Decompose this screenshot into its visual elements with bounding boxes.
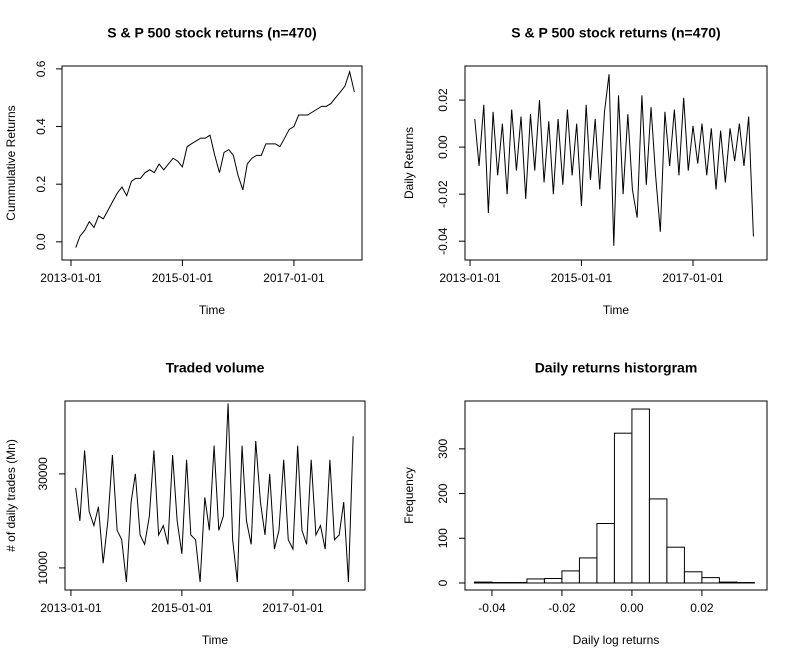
- histogram-bar: [543, 578, 563, 584]
- plot-frame: [64, 400, 366, 591]
- y-tick-label: -0.04: [436, 227, 450, 255]
- histogram-bar: [613, 432, 633, 584]
- x-axis-label: Time: [603, 303, 630, 317]
- series-line: [75, 69, 355, 248]
- y-axis-label: Cummulative Returns: [4, 105, 18, 220]
- x-axis-label: Time: [199, 303, 226, 317]
- x-tick-label: 2017-01-01: [263, 271, 325, 285]
- histogram-bar: [526, 578, 545, 584]
- y-tick-label: -0.02: [436, 180, 450, 208]
- histogram-bar: [648, 498, 668, 584]
- x-tick-label: 2013-01-01: [40, 601, 102, 615]
- plot-frame: [61, 65, 363, 261]
- histogram-bar: [561, 570, 580, 584]
- x-tick-label: 2015-01-01: [152, 271, 214, 285]
- y-tick-label: 0.0: [34, 233, 48, 250]
- histogram-bar: [683, 571, 703, 584]
- y-axis-label: Frequency: [402, 467, 416, 524]
- series-line: [75, 403, 354, 583]
- histogram-bar: [578, 557, 598, 584]
- x-tick-label: 2013-01-01: [439, 271, 501, 285]
- histogram-bar: [631, 408, 650, 584]
- y-tick-label: 0.00: [436, 135, 450, 159]
- x-tick-label: 2015-01-01: [151, 601, 213, 615]
- chart-title: Daily returns historgram: [535, 360, 698, 376]
- histogram-bar: [473, 581, 493, 584]
- y-tick-label: 0: [436, 579, 450, 586]
- y-tick-label: 100: [436, 528, 450, 548]
- chart-title: Traded volume: [166, 360, 265, 376]
- plot-frame: [464, 400, 768, 591]
- histogram-bar: [701, 577, 720, 584]
- y-tick-label: 0.4: [34, 118, 48, 135]
- y-tick-label: 0.2: [34, 176, 48, 193]
- y-tick-label: 30000: [36, 457, 50, 491]
- y-axis-label: Daily Returns: [402, 127, 416, 199]
- x-axis-label: Daily log returns: [573, 633, 660, 647]
- x-tick-label: 2017-01-01: [262, 601, 324, 615]
- x-axis-label: Time: [202, 633, 229, 647]
- plot-frame: [464, 65, 768, 261]
- chart-title: S & P 500 stock returns (n=470): [107, 25, 316, 41]
- x-tick-label: 0.00: [620, 601, 644, 615]
- y-tick-label: 300: [436, 439, 450, 459]
- histogram-bar: [666, 546, 685, 584]
- histogram-bar: [596, 523, 615, 584]
- x-tick-label: -0.04: [478, 601, 506, 615]
- x-tick-label: -0.02: [548, 601, 576, 615]
- y-axis-label: # of daily trades (Mn): [4, 439, 18, 552]
- y-tick-label: 0.6: [34, 60, 48, 77]
- x-tick-label: 2017-01-01: [662, 271, 724, 285]
- x-tick-label: 0.02: [690, 601, 714, 615]
- histogram-bar: [718, 581, 738, 584]
- chart-title: S & P 500 stock returns (n=470): [511, 25, 720, 41]
- x-tick-label: 2013-01-01: [40, 271, 102, 285]
- y-tick-label: 0.02: [436, 88, 450, 112]
- y-tick-label: 10000: [36, 551, 50, 585]
- series-line: [474, 74, 754, 246]
- y-tick-label: 200: [436, 483, 450, 503]
- x-tick-label: 2015-01-01: [551, 271, 613, 285]
